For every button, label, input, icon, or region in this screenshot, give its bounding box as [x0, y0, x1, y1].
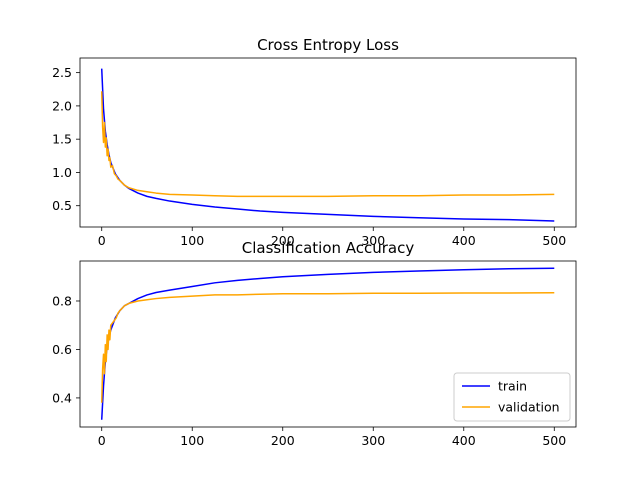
- x-tick-label: 300: [361, 233, 385, 248]
- x-tick-label: 300: [361, 433, 385, 448]
- accuracy-chart: 0 100 200 300 400 500 0.4 0.6 0.8 Classification …: [52, 239, 577, 448]
- x-tick-label: 500: [542, 433, 566, 448]
- y-tick-label: 0.8: [52, 293, 72, 308]
- series-line-validation: [100, 292, 555, 403]
- legend-label-validation: validation: [498, 400, 560, 415]
- series-line-validation: [100, 91, 555, 198]
- y-tick-label: 1.0: [52, 165, 72, 180]
- y-tick-label: 0.6: [52, 342, 72, 357]
- chart-title: Cross Entropy Loss: [257, 36, 399, 54]
- plot-frame: [79, 260, 577, 428]
- y-tick-label: 2.0: [52, 98, 72, 113]
- y-tick-label: 2.5: [52, 65, 72, 80]
- x-tick-label: 100: [180, 433, 204, 448]
- y-tick-label: 1.5: [52, 132, 72, 147]
- x-tick-label: 400: [452, 233, 476, 248]
- x-tick-label: 200: [271, 433, 295, 448]
- legend: train validation: [453, 372, 571, 422]
- x-tick-label: 400: [452, 433, 476, 448]
- x-tick-label: 100: [180, 233, 204, 248]
- plot-frame: [79, 57, 577, 228]
- y-tick-label: 0.5: [52, 198, 72, 213]
- x-tick-label: 0: [98, 433, 106, 448]
- x-tick-label: 0: [98, 233, 106, 248]
- chart-title: Classification Accuracy: [242, 239, 415, 257]
- loss-chart: 0 100 200 300 400 500 0.5 1.0 1.5 2.0 2.5 Cross Ent…: [52, 36, 577, 248]
- legend-box: [453, 372, 571, 422]
- legend-label-train: train: [498, 379, 527, 394]
- y-tick-label: 0.4: [52, 390, 72, 405]
- x-tick-label: 200: [271, 233, 295, 248]
- x-tick-label: 500: [542, 233, 566, 248]
